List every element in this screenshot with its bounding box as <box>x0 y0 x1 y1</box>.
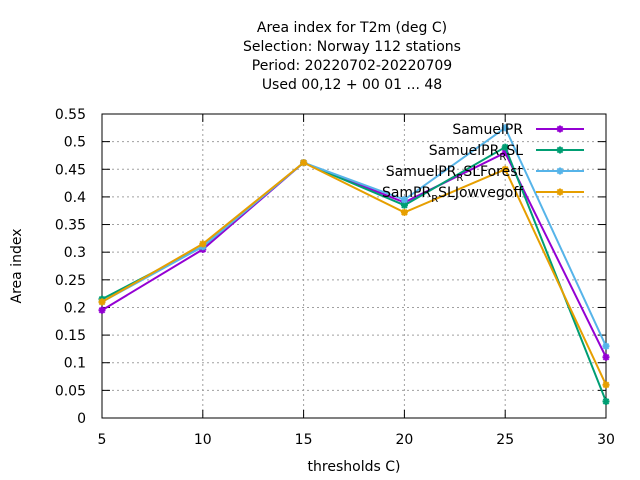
data-point <box>400 196 408 204</box>
marker-d2 <box>98 298 106 306</box>
marker-d2 <box>501 143 509 151</box>
series-lines <box>98 124 610 405</box>
data-point <box>501 124 509 132</box>
title-line: Area index for T2m (deg C) <box>257 20 447 36</box>
data-point <box>199 240 207 248</box>
x-tick-label: 25 <box>496 432 514 448</box>
data-point <box>400 208 408 216</box>
title-line: Period: 20220702-20220709 <box>252 58 452 74</box>
chart-title: Area index for T2m (deg C) Selection: Nor… <box>243 20 461 93</box>
x-tick-label: 5 <box>98 432 107 448</box>
marker-d2 <box>556 125 564 133</box>
x-tick-label: 20 <box>395 432 413 448</box>
plot-frame <box>101 113 607 419</box>
marker-d2 <box>556 188 564 196</box>
legend-entry-label: SamPRRSLJowvegoff <box>382 185 523 205</box>
y-tick-label: 0.25 <box>55 273 86 289</box>
marker-d2 <box>501 165 509 173</box>
data-point <box>602 397 610 405</box>
y-tick-label: 0.1 <box>64 356 86 372</box>
data-point <box>501 143 509 151</box>
data-point <box>602 381 610 389</box>
marker-d2 <box>556 167 564 175</box>
legend-entry-label: SamuelPRRSL <box>429 143 523 163</box>
marker-d2 <box>501 124 509 132</box>
series-line <box>101 126 607 347</box>
y-axis-label: Area index <box>9 229 25 304</box>
marker-d2 <box>401 196 408 203</box>
legend-entry-label: SamuelPRRSLForest <box>386 164 524 184</box>
y-tick-label: 0.3 <box>64 245 86 261</box>
x-tick-label: 15 <box>295 432 313 448</box>
legend-entry-label: SamuelPR <box>452 122 523 138</box>
marker-d2 <box>98 306 106 314</box>
y-tick-label: 0.05 <box>55 383 86 399</box>
data-point <box>602 342 610 350</box>
title-line: Used 00,12 + 00 01 ... 48 <box>262 77 442 93</box>
y-tick-label: 0.35 <box>55 218 86 234</box>
y-tick-label: 0.55 <box>55 107 86 123</box>
legend-marker <box>556 167 564 175</box>
series-line <box>101 151 607 358</box>
data-point <box>98 306 106 314</box>
marker-d2 <box>300 159 307 166</box>
legend-marker <box>556 125 564 133</box>
axis-ticks: 0 0.05 0.1 0.15 0.2 0.25 0.3 0.35 0.4 0.45 0.5 0.55… <box>55 107 615 448</box>
marker-d2 <box>602 398 610 405</box>
marker-d2 <box>602 353 610 361</box>
title-line: Selection: Norway 112 stations <box>243 39 461 55</box>
data-point <box>501 165 509 173</box>
series-line <box>101 145 607 402</box>
marker-d2 <box>401 201 408 209</box>
y-tick-label: 0.4 <box>64 190 86 206</box>
marker-d2 <box>199 240 207 248</box>
y-tick-label: 0.15 <box>55 328 86 344</box>
data-point <box>300 159 308 167</box>
marker-d2 <box>602 342 610 350</box>
legend-marker <box>556 188 564 196</box>
y-tick-label: 0.5 <box>64 135 86 151</box>
x-tick-label: 10 <box>194 432 212 448</box>
y-tick-label: 0.2 <box>64 300 86 316</box>
data-point <box>98 298 106 306</box>
marker-d2 <box>556 146 564 154</box>
grid <box>102 114 606 418</box>
series-line <box>101 161 607 386</box>
data-point <box>602 353 610 361</box>
marker-d2 <box>602 381 610 389</box>
x-tick-label: 30 <box>597 432 615 448</box>
y-tick-label: 0.45 <box>55 162 86 178</box>
y-tick-label: 0 <box>77 411 86 427</box>
legend-marker <box>556 146 564 154</box>
legend: SamuelPR SamuelPRRSLSamuelPRRSLForestSamP… <box>382 122 584 205</box>
x-axis-label: thresholds C) <box>308 459 401 475</box>
data-point <box>400 201 408 209</box>
marker-d2 <box>401 209 408 216</box>
